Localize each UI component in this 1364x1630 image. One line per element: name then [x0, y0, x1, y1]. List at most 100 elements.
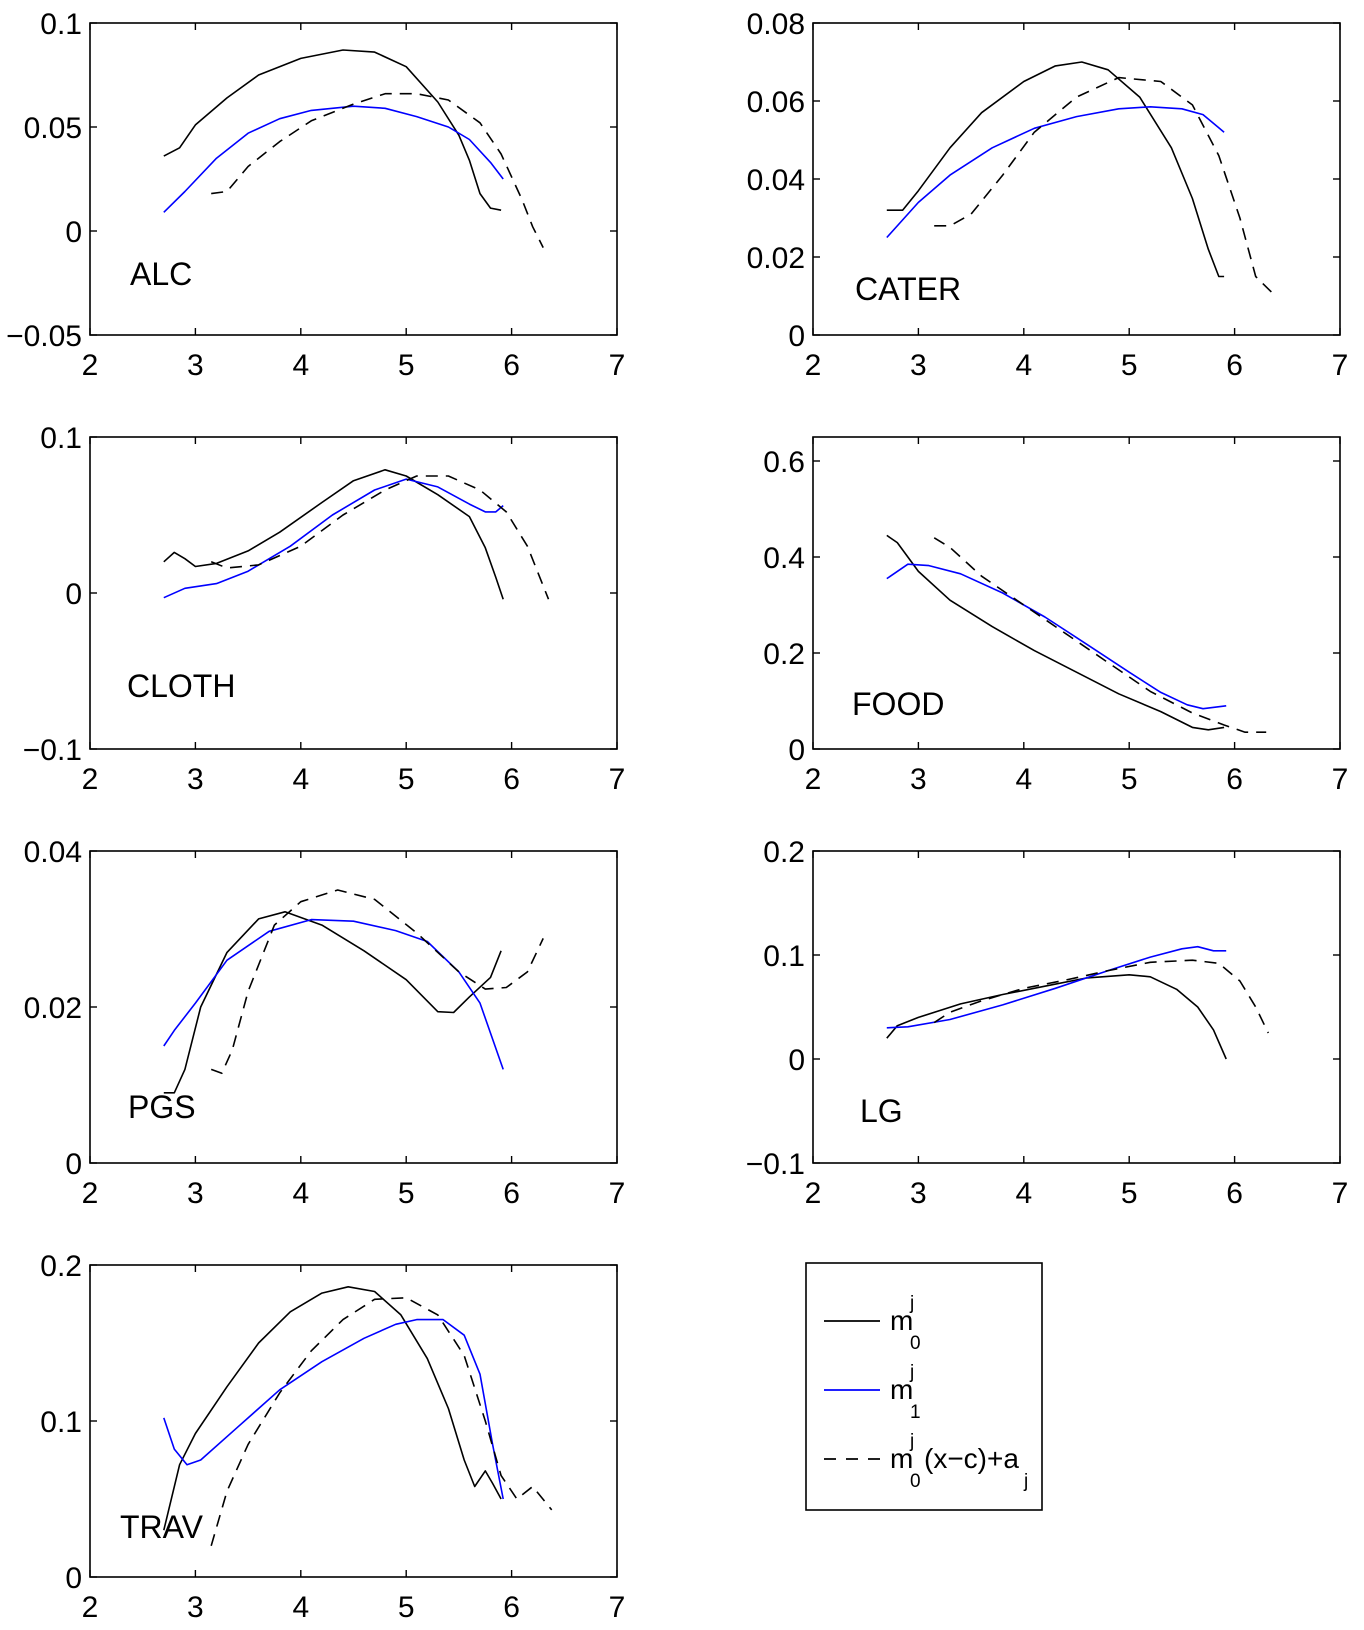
x-tick-label: 2 [805, 1177, 822, 1210]
plot-frame [89, 22, 618, 336]
y-tick-label: −0.1 [746, 1148, 805, 1181]
series-m1-line [886, 106, 1225, 239]
series-shifted-m0-line [210, 889, 544, 1075]
legend-subscript: 0 [910, 1333, 921, 1354]
x-tick-label: 5 [398, 763, 415, 796]
series-m1-line [163, 918, 504, 1070]
y-tick-label: 0.08 [747, 8, 805, 41]
y-tick-label: 0.6 [763, 446, 805, 479]
legend-label-1: m [890, 1305, 913, 1336]
legend-label-tail: (x−c)+a [924, 1443, 1019, 1474]
y-tick-label: −0.1 [23, 734, 82, 767]
series-m1-line [886, 945, 1227, 1029]
legend-superscript: j [909, 1293, 914, 1314]
y-tick-label: 0 [788, 320, 805, 353]
y-tick-label: 0 [65, 1148, 82, 1181]
x-tick-label: 4 [292, 1177, 309, 1210]
x-tick-label: 7 [609, 1177, 626, 1210]
x-tick-label: 7 [609, 1591, 626, 1624]
y-tick-label: 0.05 [24, 112, 82, 145]
x-tick-label: 3 [910, 1177, 927, 1210]
y-tick-label: 0.4 [763, 542, 805, 575]
x-tick-label: 3 [187, 349, 204, 382]
y-tick-label: 0 [788, 1044, 805, 1077]
x-tick-label: 6 [503, 1591, 520, 1624]
legend-superscript: j [909, 1431, 914, 1452]
y-tick-label: 0 [65, 578, 82, 611]
y-tick-label: 0.1 [40, 422, 82, 455]
series-m1-line [886, 563, 1227, 710]
panel-pgs: 2 3 4 5 6 7 0 0.02 0.04 PGS [24, 836, 626, 1210]
panel-alc: 2 3 4 5 6 7 −0.05 0 0.05 0.1 ALC [6, 8, 625, 382]
panel-label: TRAV [120, 1509, 204, 1545]
y-tick-label: 0.1 [40, 1406, 82, 1439]
x-tick-label: 4 [292, 349, 309, 382]
x-tick-label: 2 [82, 349, 99, 382]
x-tick-label: 4 [292, 763, 309, 796]
x-tick-label: 4 [1015, 349, 1032, 382]
x-tick-label: 3 [910, 763, 927, 796]
panel-label: ALC [130, 256, 192, 292]
x-tick-label: 2 [82, 763, 99, 796]
panel-cater: 2 3 4 5 6 7 0 0.02 0.04 0.06 0.08 CATER [747, 8, 1349, 382]
series-shifted-m0-line [210, 1297, 553, 1547]
x-tick-label: 6 [1226, 1177, 1243, 1210]
plot-frame [812, 850, 1341, 1164]
y-tick-label: 0.2 [763, 638, 805, 671]
panel-cloth: 2 3 4 5 6 7 −0.1 0 0.1 CLOTH [23, 422, 626, 796]
y-tick-label: 0.2 [40, 1250, 82, 1283]
x-tick-label: 3 [187, 763, 204, 796]
x-tick-label: 5 [1121, 763, 1138, 796]
x-tick-label: 6 [1226, 763, 1243, 796]
legend-tail-subscript: j [1023, 1471, 1028, 1492]
legend-label-2: m [890, 1374, 913, 1405]
x-tick-label: 4 [1015, 763, 1032, 796]
legend-box [805, 1262, 1043, 1511]
y-tick-label: 0.04 [24, 836, 82, 869]
x-tick-label: 5 [398, 349, 415, 382]
x-tick-label: 5 [1121, 1177, 1138, 1210]
y-tick-label: 0 [788, 734, 805, 767]
panel-label: CLOTH [127, 668, 235, 704]
panel-label: PGS [128, 1089, 196, 1125]
x-tick-label: 5 [398, 1177, 415, 1210]
panel-trav: 2 3 4 5 6 7 0 0.1 0.2 TRAV [40, 1250, 625, 1624]
x-tick-label: 7 [1332, 763, 1349, 796]
series-m0-line [163, 49, 502, 211]
legend-label-3: m [890, 1443, 913, 1474]
x-tick-label: 3 [187, 1591, 204, 1624]
panel-food: 2 3 4 5 6 7 0 0.2 0.4 0.6 FOOD [763, 436, 1349, 796]
x-tick-label: 7 [609, 763, 626, 796]
series-m1-line [163, 105, 504, 213]
series-shifted-m0-line [933, 537, 1267, 733]
x-tick-label: 3 [910, 349, 927, 382]
x-tick-label: 7 [1332, 1177, 1349, 1210]
x-tick-label: 2 [82, 1177, 99, 1210]
x-tick-label: 2 [805, 349, 822, 382]
series-m0-line [886, 61, 1225, 278]
panel-label: FOOD [852, 686, 944, 722]
y-tick-label: −0.05 [6, 320, 82, 353]
y-tick-label: 0.2 [763, 836, 805, 869]
x-tick-label: 2 [82, 1591, 99, 1624]
y-tick-label: 0.02 [24, 992, 82, 1025]
series-shifted-m0-line [210, 475, 550, 600]
x-tick-label: 6 [503, 349, 520, 382]
plot-frame [812, 436, 1341, 750]
series-m1-line [163, 1318, 504, 1500]
panel-label: LG [860, 1093, 903, 1129]
x-tick-label: 6 [503, 763, 520, 796]
legend-subscript: 0 [910, 1471, 921, 1492]
y-tick-label: 0 [65, 1562, 82, 1595]
series-m0-line [163, 1286, 502, 1531]
x-tick-label: 5 [398, 1591, 415, 1624]
x-tick-label: 6 [503, 1177, 520, 1210]
panel-label: CATER [855, 271, 961, 307]
x-tick-label: 7 [609, 349, 626, 382]
y-tick-label: 0.02 [747, 242, 805, 275]
series-m0-line [886, 534, 1225, 731]
series-shifted-m0-line [934, 76, 1273, 293]
x-tick-label: 5 [1121, 349, 1138, 382]
